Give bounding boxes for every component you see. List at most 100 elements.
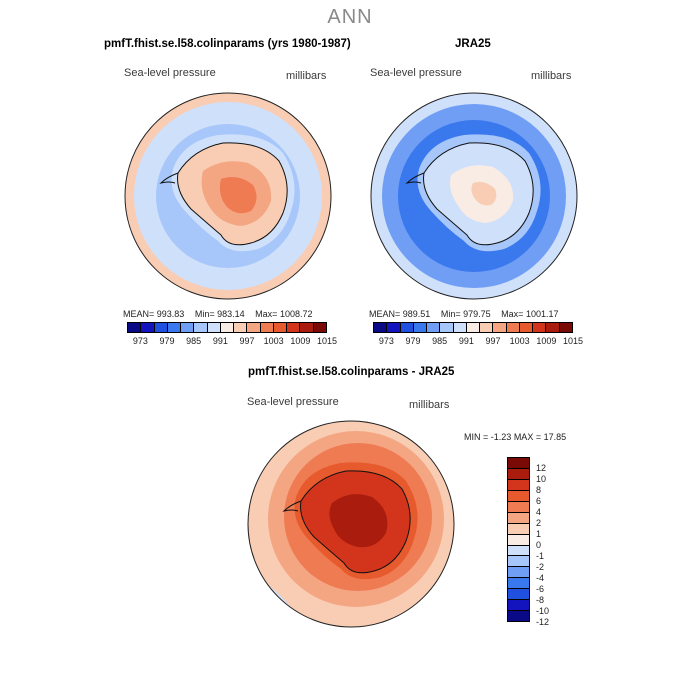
- panel3-stats: MIN = -1.23 MAX = 17.85: [464, 432, 566, 442]
- panel3-colorbar-tick-label: 2: [536, 518, 542, 528]
- panel3-colorbar-swatch: [508, 468, 529, 480]
- panel1-colorbar-swatch: [220, 323, 235, 332]
- panel3-colorbar-tick-label: -2: [536, 562, 545, 572]
- panel3-colorbar-swatch: [508, 545, 529, 557]
- panel2-colorbar-tick-label: 991: [458, 336, 474, 346]
- panel2-stats: MEAN= 989.51 Min= 979.75 Max= 1001.17: [369, 309, 558, 319]
- panel3-colorbar-tick-label: -8: [536, 595, 545, 605]
- panel1-colorbar-swatch: [207, 323, 221, 332]
- panel2-max-label: Max=: [501, 309, 524, 319]
- panel2-colorbar-swatch: [546, 323, 560, 332]
- panel1-colorbar-tick-label: 991: [212, 336, 228, 346]
- panel1-units: millibars: [286, 70, 327, 82]
- panel2-colorbar-swatch: [374, 323, 388, 332]
- panel2-min-label: Min=: [440, 309, 461, 319]
- panel3-colorbar-tick-label: 4: [536, 507, 542, 517]
- panel1-mean-value: 993.83: [156, 309, 185, 319]
- panel1-colorbar-tick-label: 979: [159, 336, 175, 346]
- panel2-colorbar-tick-label: 1003: [509, 336, 530, 346]
- panel3-colorbar-tick-label: 1: [536, 529, 542, 539]
- panel2-colorbar-swatch: [413, 323, 428, 332]
- panel3-colorbar-tick-label: -4: [536, 573, 545, 583]
- panel2-colorbar: [373, 322, 573, 333]
- panel3-colorbar-swatch: [508, 512, 529, 524]
- panel1-colorbar-tick-label: 997: [239, 336, 255, 346]
- panel2-colorbar-tick-label: 985: [432, 336, 448, 346]
- panel3-colorbar-swatch: [508, 589, 529, 601]
- panel3-peninsula: [282, 500, 302, 512]
- panel1-colorbar-swatch: [154, 323, 168, 332]
- panel1-polar-map: [124, 92, 332, 300]
- panel2-colorbar-tick-label: 997: [485, 336, 501, 346]
- panel2-units: millibars: [531, 70, 572, 82]
- panel3-colorbar-tick-label: -6: [536, 584, 545, 594]
- panel2-field-label: Sea-level pressure: [370, 67, 462, 79]
- panel1-plateau-high: [219, 177, 257, 214]
- panel3-colorbar-swatch: [508, 611, 529, 622]
- panel2-colorbar-swatch: [493, 323, 507, 332]
- panel3-colorbar-tick-label: -10: [536, 606, 550, 616]
- panel1-min-label: Min=: [194, 309, 215, 319]
- panel2-colorbar-tick-label: 973: [378, 336, 394, 346]
- panel1-colorbar-tick-label: 973: [132, 336, 148, 346]
- panel3-colorbar-tick-label: 8: [536, 485, 542, 495]
- panel1-max-label: Max=: [255, 309, 278, 319]
- panel1-field-label: Sea-level pressure: [124, 67, 216, 79]
- panel3-colorbar-swatch: [508, 501, 529, 513]
- panel3-colorbar: [507, 457, 530, 622]
- panel1-colorbar-swatch: [128, 323, 142, 332]
- panel3-colorbar-swatch: [508, 600, 529, 612]
- panel1-map-border: [124, 92, 332, 300]
- panel2-colorbar-swatch: [427, 323, 441, 332]
- panel3-colorbar-tick-label: 12: [536, 463, 547, 473]
- panel3-coastline: [300, 470, 411, 574]
- panel3-min-label: MIN =: [464, 432, 489, 442]
- panel1-colorbar-swatch: [313, 323, 326, 332]
- panel2-colorbar-tick-label: 1015: [562, 336, 584, 346]
- panel3-max-label: MAX =: [513, 432, 542, 442]
- panel1-title: pmfT.fhist.se.l58.colinparams (yrs 1980-…: [104, 38, 351, 50]
- panel3-colorbar-swatch: [508, 578, 529, 590]
- panel1-colorbar-swatch: [167, 323, 182, 332]
- panel2-colorbar-swatch: [387, 323, 401, 332]
- panel3-min-value: -1.23: [490, 432, 512, 442]
- panel3-map-border: [247, 420, 455, 628]
- panel1-colorbar-swatch: [181, 323, 195, 332]
- panel2-colorbar-tick-label: 1009: [536, 336, 557, 346]
- panel3-colorbar-swatch: [508, 556, 529, 568]
- panel2-map-border: [370, 92, 578, 300]
- panel1-colorbar-swatch: [287, 323, 301, 332]
- panel2-mean-value: 989.51: [402, 309, 431, 319]
- panel2-max-value: 1001.17: [525, 309, 559, 319]
- panel2-colorbar-swatch: [506, 323, 520, 332]
- panel1-colorbar-swatch: [141, 323, 155, 332]
- panel2-polar-map: [370, 92, 578, 300]
- panel1-coastline: [177, 142, 288, 246]
- panel3-colorbar-tick-label: 6: [536, 496, 542, 506]
- panel2-mean-label: MEAN=: [369, 309, 401, 319]
- panel2-title: JRA25: [455, 38, 491, 50]
- panel1-colorbar-ticks: 973 979 985 991 997 1003 1009 1015: [127, 336, 337, 348]
- panel3-max-value: 17.85: [543, 432, 567, 442]
- panel1-max-value: 1008.72: [279, 309, 313, 319]
- panel2-colorbar-swatch: [480, 323, 494, 332]
- panel2-colorbar-swatch: [440, 323, 454, 332]
- panel3-colorbar-tick-label: 10: [536, 474, 547, 484]
- panel3-polar-map: [247, 420, 455, 628]
- panel1-colorbar-swatch: [234, 323, 248, 332]
- panel3-colorbar-tick-label: -1: [536, 551, 545, 561]
- panel1-colorbar-swatch: [273, 323, 288, 332]
- panel1-colorbar-tick-label: 1009: [290, 336, 311, 346]
- panel3-colorbar-swatch: [508, 490, 529, 502]
- panel3-field-label: Sea-level pressure: [247, 396, 339, 408]
- panel2-colorbar-swatch: [453, 323, 467, 332]
- panel1-colorbar-tick-label: 1015: [316, 336, 338, 346]
- panel3-colorbar-swatch: [508, 479, 529, 491]
- panel3-colorbar-tick-label: 0: [536, 540, 542, 550]
- panel3-plateau: [329, 494, 388, 548]
- panel2-colorbar-swatch: [466, 323, 481, 332]
- panel1-stats: MEAN= 993.83 Min= 983.14 Max= 1008.72: [123, 309, 312, 319]
- panel2-colorbar-swatch: [559, 323, 572, 332]
- panel3-colorbar-swatch: [508, 534, 529, 546]
- panel1-colorbar-swatch: [260, 323, 274, 332]
